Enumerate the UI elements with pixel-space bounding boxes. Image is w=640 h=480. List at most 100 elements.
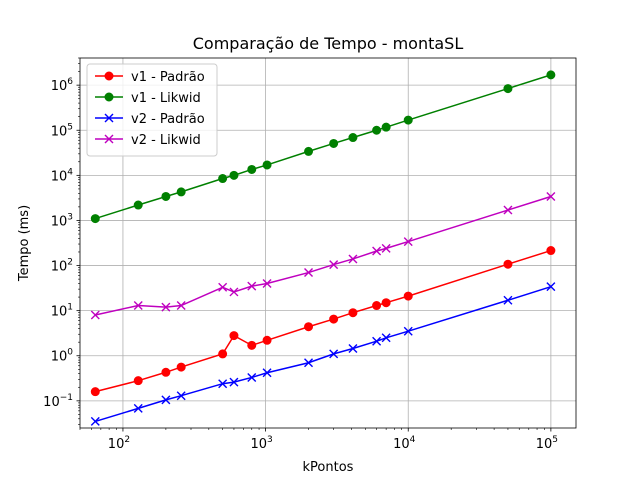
data-point [546,70,556,80]
data-point [403,326,413,336]
y-tick-label: 104 [51,167,74,184]
legend-box [86,63,218,157]
data-point [247,164,257,174]
y-tick-exponent: 5 [67,122,73,132]
series-3 [90,191,556,320]
y-tick-exponent: −1 [60,393,73,403]
y-tick-base: 10 [43,395,60,410]
data-point [372,336,382,346]
series-0 [90,246,556,397]
series-2 [90,282,556,426]
legend: v1 - Padrão v1 - Likwid v2 - Padrão v2 - Li… [86,63,218,157]
data-point [133,376,143,386]
series-line [95,195,552,316]
legend-label: v1 - Likwid [131,91,201,106]
data-point [247,372,257,382]
data-point [218,379,228,389]
data-point [372,301,382,311]
plot-frame [79,57,577,429]
data-point [161,367,171,377]
y-axis-label: Tempo (ms) [17,205,32,282]
data-point [161,395,171,405]
legend-label: v2 - Padrão [131,112,205,127]
x-tick-base: 10 [393,437,410,452]
legend-marker [104,113,114,123]
data-point [229,170,239,180]
legend-item: v2 - Likwid [95,133,201,148]
data-point [381,333,391,343]
data-point-stroke [546,282,556,292]
x-tick-exponent: 4 [410,435,416,445]
data-point-stroke [229,287,239,297]
data-point-stroke [161,395,171,405]
data-point [329,260,339,270]
legend-marker [104,92,114,102]
y-tick-label: 10−1 [43,393,73,410]
data-point [403,237,413,247]
data-point-stroke [503,295,513,305]
data-point-stroke [372,246,382,256]
data-point [161,302,171,312]
x-tick-label: 105 [536,435,558,452]
series-layer [90,70,556,426]
data-point-stroke [304,358,314,368]
data-point [176,391,186,401]
data-point [133,403,143,413]
chart-title: Comparação de Tempo - montaSL [193,34,464,53]
data-point [381,122,391,132]
data-point [348,254,358,264]
legend-label: v1 - Padrão [131,70,205,85]
data-point-stroke [546,191,556,201]
data-point [348,133,358,143]
y-tick-base: 10 [51,214,68,229]
series-1 [90,70,556,224]
data-point [218,349,228,359]
data-point-stroke [161,302,171,312]
data-point-stroke [176,391,186,401]
data-point [229,377,239,387]
data-point [218,282,228,292]
data-point-stroke [304,268,314,278]
x-tick-label: 103 [250,435,272,452]
data-point [403,291,413,301]
legend-marker-stroke [104,134,114,144]
data-point-stroke [348,343,358,353]
data-point-stroke [247,372,257,382]
data-point [262,335,272,345]
y-tick-exponent: 1 [67,303,73,313]
data-point [348,308,358,318]
data-point [229,331,239,341]
data-point [90,310,100,320]
data-point-stroke [381,243,391,253]
x-tick-label: 104 [393,435,416,452]
x-tick-exponent: 3 [267,435,273,445]
legend-marker-stroke [104,113,114,123]
data-point-stroke [90,310,100,320]
legend-marker [104,71,114,81]
data-point [176,362,186,372]
data-point [372,125,382,135]
data-point [381,243,391,253]
data-point-stroke [372,336,382,346]
y-tick-base: 10 [51,305,68,320]
data-point [503,295,513,305]
data-point [161,191,171,201]
y-tick-base: 10 [51,124,68,139]
data-point-stroke [329,260,339,270]
data-point [503,205,513,215]
x-tick-base: 10 [108,437,125,452]
data-point-stroke [218,282,228,292]
data-point-stroke [90,416,100,426]
data-point [218,174,228,184]
data-point-stroke [247,281,257,291]
data-point [176,187,186,197]
series-line [95,74,552,220]
legend-label: v2 - Likwid [131,133,201,148]
data-point [176,301,186,311]
data-point-stroke [503,205,513,215]
x-tick-exponent: 5 [552,435,558,445]
data-point-stroke [348,254,358,264]
